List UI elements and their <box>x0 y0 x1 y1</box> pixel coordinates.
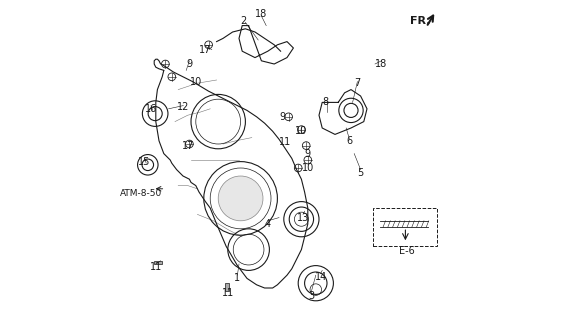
Text: 11: 11 <box>150 262 162 272</box>
Text: 10: 10 <box>302 163 314 173</box>
Text: 8: 8 <box>323 97 328 108</box>
Text: FR.: FR. <box>410 16 430 26</box>
Text: 9: 9 <box>279 112 285 122</box>
Text: 15: 15 <box>138 156 151 167</box>
Text: 11: 11 <box>280 137 292 148</box>
Bar <box>374 208 437 246</box>
Text: 17: 17 <box>181 140 194 151</box>
Text: 12: 12 <box>177 102 189 112</box>
Text: 10: 10 <box>189 76 202 87</box>
Text: 17: 17 <box>199 44 212 55</box>
Text: 9: 9 <box>187 59 192 69</box>
Text: 2: 2 <box>241 16 247 26</box>
Bar <box>224 283 230 291</box>
Text: 18: 18 <box>375 59 387 69</box>
Bar <box>154 261 162 264</box>
Text: 7: 7 <box>354 78 360 88</box>
Text: 6: 6 <box>346 136 352 146</box>
Text: 18: 18 <box>255 9 267 20</box>
Text: 16: 16 <box>145 104 157 114</box>
Circle shape <box>218 176 263 221</box>
Text: 9: 9 <box>305 148 311 159</box>
Text: ATM-8-50: ATM-8-50 <box>121 189 162 198</box>
Text: E-6: E-6 <box>399 246 415 256</box>
Text: 11: 11 <box>222 288 234 298</box>
Text: 1: 1 <box>234 273 241 284</box>
Text: 5: 5 <box>358 168 364 178</box>
Text: 10: 10 <box>295 126 308 136</box>
Text: 4: 4 <box>265 219 271 229</box>
Text: 14: 14 <box>315 272 327 282</box>
Text: 3: 3 <box>308 291 314 301</box>
Text: 13: 13 <box>297 212 309 223</box>
